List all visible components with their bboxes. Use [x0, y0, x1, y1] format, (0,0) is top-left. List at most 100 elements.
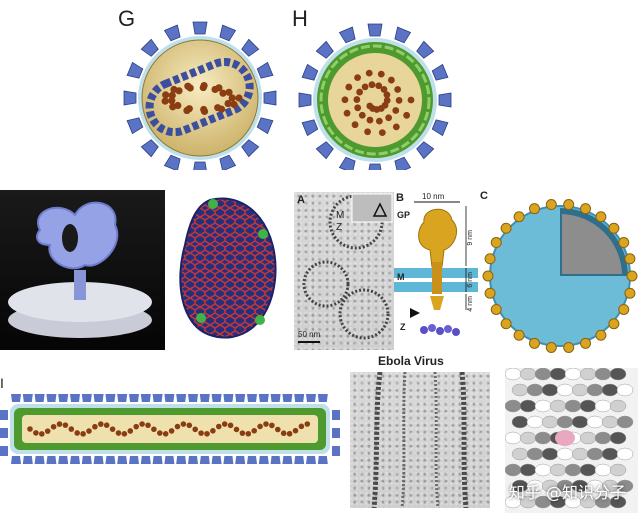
rna-bead: [162, 91, 170, 99]
helix-subunit: [571, 447, 589, 461]
spike: [301, 119, 319, 137]
spike: [70, 456, 80, 464]
helix-subunit: [526, 415, 544, 429]
spike: [247, 456, 257, 464]
rna-bead: [365, 69, 373, 77]
spike: [11, 394, 21, 402]
spike-row: [0, 394, 340, 464]
rna-bead: [354, 104, 362, 112]
rna-bead: [174, 101, 182, 110]
rna-bead: [168, 91, 176, 99]
spike: [394, 156, 412, 170]
helix-subunit: [556, 415, 574, 429]
helix-subunit: [609, 431, 627, 445]
glycoprotein-spike: [624, 253, 636, 265]
rna-bead: [151, 426, 157, 433]
spike: [34, 456, 45, 464]
rna-bead: [385, 114, 393, 122]
spike: [332, 410, 340, 420]
glycoprotein-spike: [528, 203, 540, 215]
spike: [152, 456, 163, 464]
glycoprotein-spike: [563, 199, 575, 211]
spike: [315, 141, 334, 160]
rna-bead: [366, 102, 374, 110]
rna-bead: [392, 107, 400, 114]
rna-bead: [33, 430, 39, 436]
glycoprotein-spike: [608, 318, 620, 330]
filament-wall: [459, 372, 469, 508]
rna-bead: [245, 430, 252, 437]
spike: [105, 456, 116, 464]
spike: [270, 456, 281, 464]
spike: [11, 456, 21, 464]
spike: [306, 394, 316, 402]
panel-g-virion-diagram: [110, 20, 290, 170]
spike: [306, 456, 316, 464]
spike: [235, 394, 246, 402]
rna-bead: [210, 428, 216, 434]
rna-bead: [251, 427, 257, 434]
rna-bead: [235, 94, 243, 102]
glycoprotein-spikes: [482, 199, 638, 353]
rna-bead: [198, 430, 204, 436]
spike: [163, 154, 181, 170]
protein-cavity: [62, 224, 78, 252]
glycoprotein-svg: [394, 201, 478, 336]
lattice-svg: [179, 197, 277, 339]
spike: [81, 394, 92, 402]
ebola-cryo-image: [350, 372, 490, 508]
glycoprotein-spike: [595, 329, 607, 341]
helix-subunit: [594, 368, 612, 381]
helix-subunit: [564, 463, 582, 477]
helix-subunit: [526, 447, 544, 461]
rna-bead: [219, 89, 227, 97]
rna-bead: [68, 426, 75, 432]
helix-subunit: [556, 383, 574, 397]
rna-bead: [395, 97, 403, 104]
helix-subunit: [601, 415, 619, 429]
rna-bead: [225, 88, 233, 96]
helix-subunit: [616, 383, 634, 397]
helix-subunit: [601, 447, 619, 461]
rna-bead: [375, 117, 383, 125]
spike: [129, 456, 139, 464]
glycoprotein-spike: [618, 303, 630, 315]
rna-bead: [115, 430, 122, 436]
glycoprotein-spike: [484, 287, 496, 299]
helix-subunit: [564, 399, 582, 413]
spike: [431, 119, 449, 137]
spike: [93, 456, 104, 464]
spike: [163, 24, 181, 42]
helix-subunit: [564, 368, 582, 381]
spike: [117, 394, 128, 402]
rna-bead: [39, 431, 45, 437]
spike: [117, 456, 128, 464]
rna-bead: [286, 430, 293, 437]
highlighted-subunit: [555, 430, 575, 446]
protein-svg: [8, 201, 152, 338]
helix-subunit: [534, 399, 552, 413]
helix-subunit: [616, 447, 634, 461]
pentamer-markers: [196, 199, 268, 325]
interior-rnp: [562, 214, 622, 274]
panel-h-label: H: [292, 6, 308, 31]
arrow-marker-icon: [410, 308, 420, 318]
spike: [34, 394, 45, 402]
rna-bead: [168, 97, 176, 105]
rna-bead: [304, 421, 311, 427]
spike: [129, 394, 139, 402]
stalk: [74, 270, 86, 300]
label-gp: GP: [397, 210, 411, 220]
rna-bead: [50, 423, 57, 430]
rna-bead: [239, 430, 246, 436]
spike: [301, 63, 319, 81]
rna-bead: [56, 421, 63, 427]
rna-bead: [204, 430, 210, 437]
spike: [317, 456, 328, 464]
glycoprotein-spike: [624, 287, 636, 299]
rna-bead: [62, 422, 69, 428]
helix-subunit: [541, 415, 559, 429]
helix-subunit: [526, 383, 544, 397]
spike: [315, 40, 334, 59]
spike: [164, 394, 175, 402]
